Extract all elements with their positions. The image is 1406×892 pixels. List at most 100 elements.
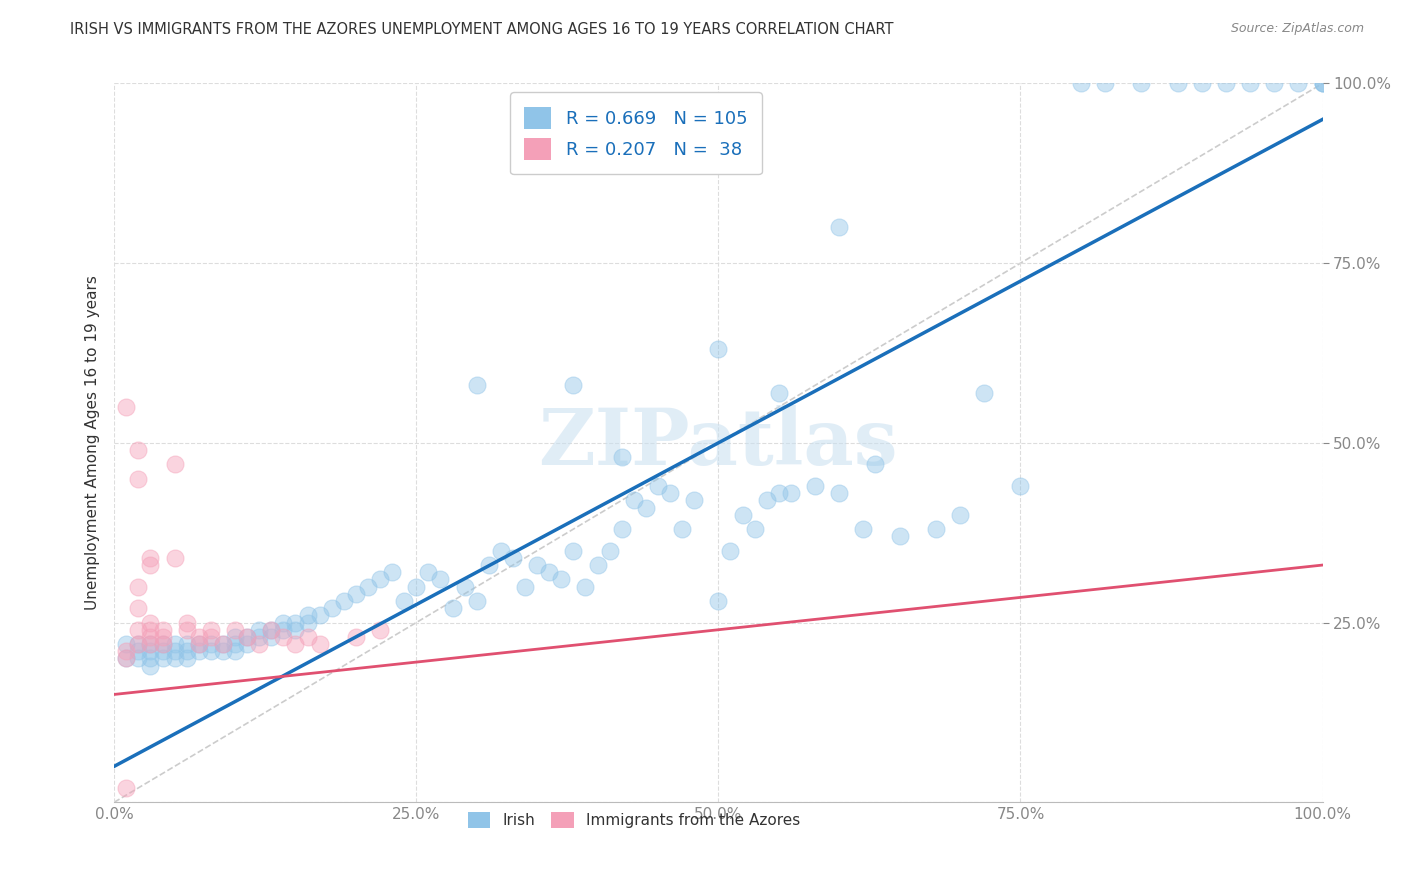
- Point: [127, 644, 149, 658]
- Point: [550, 573, 572, 587]
- Point: [260, 630, 283, 644]
- Point: [297, 615, 319, 630]
- Point: [405, 580, 427, 594]
- Point: [949, 508, 972, 522]
- Point: [224, 637, 246, 651]
- Point: [333, 594, 356, 608]
- Point: [176, 644, 198, 658]
- Point: [273, 615, 295, 630]
- Point: [187, 637, 209, 651]
- Y-axis label: Unemployment Among Ages 16 to 19 years: Unemployment Among Ages 16 to 19 years: [86, 276, 100, 610]
- Point: [139, 630, 162, 644]
- Point: [115, 780, 138, 795]
- Point: [200, 623, 222, 637]
- Text: ZIPatlas: ZIPatlas: [538, 405, 898, 481]
- Point: [176, 623, 198, 637]
- Point: [260, 623, 283, 637]
- Point: [707, 594, 730, 608]
- Point: [610, 450, 633, 465]
- Point: [768, 486, 790, 500]
- Point: [1215, 77, 1237, 91]
- Point: [973, 385, 995, 400]
- Point: [260, 623, 283, 637]
- Point: [707, 343, 730, 357]
- Point: [127, 637, 149, 651]
- Point: [163, 637, 186, 651]
- Point: [127, 651, 149, 665]
- Point: [357, 580, 380, 594]
- Point: [562, 543, 585, 558]
- Point: [127, 443, 149, 458]
- Point: [1239, 77, 1261, 91]
- Point: [368, 623, 391, 637]
- Text: IRISH VS IMMIGRANTS FROM THE AZORES UNEMPLOYMENT AMONG AGES 16 TO 19 YEARS CORRE: IRISH VS IMMIGRANTS FROM THE AZORES UNEM…: [70, 22, 894, 37]
- Point: [115, 400, 138, 414]
- Point: [127, 637, 149, 651]
- Point: [115, 637, 138, 651]
- Point: [489, 543, 512, 558]
- Point: [392, 594, 415, 608]
- Point: [212, 637, 235, 651]
- Point: [465, 378, 488, 392]
- Point: [768, 385, 790, 400]
- Point: [224, 623, 246, 637]
- Text: Source: ZipAtlas.com: Source: ZipAtlas.com: [1230, 22, 1364, 36]
- Point: [163, 644, 186, 658]
- Point: [284, 637, 307, 651]
- Point: [200, 637, 222, 651]
- Point: [139, 637, 162, 651]
- Point: [187, 630, 209, 644]
- Point: [828, 486, 851, 500]
- Point: [502, 550, 524, 565]
- Point: [1167, 77, 1189, 91]
- Point: [1286, 77, 1309, 91]
- Point: [152, 651, 174, 665]
- Point: [247, 637, 270, 651]
- Point: [1312, 77, 1334, 91]
- Point: [284, 623, 307, 637]
- Point: [1070, 77, 1092, 91]
- Point: [1312, 77, 1334, 91]
- Point: [187, 644, 209, 658]
- Point: [139, 651, 162, 665]
- Point: [381, 566, 404, 580]
- Point: [1263, 77, 1285, 91]
- Point: [297, 608, 319, 623]
- Point: [478, 558, 501, 572]
- Point: [1191, 77, 1213, 91]
- Point: [368, 573, 391, 587]
- Point: [465, 594, 488, 608]
- Point: [344, 587, 367, 601]
- Point: [284, 615, 307, 630]
- Point: [513, 580, 536, 594]
- Point: [852, 522, 875, 536]
- Point: [1130, 77, 1153, 91]
- Point: [139, 658, 162, 673]
- Point: [671, 522, 693, 536]
- Point: [200, 644, 222, 658]
- Point: [212, 637, 235, 651]
- Point: [1312, 77, 1334, 91]
- Point: [804, 479, 827, 493]
- Point: [865, 458, 887, 472]
- Point: [610, 522, 633, 536]
- Point: [212, 644, 235, 658]
- Point: [321, 601, 343, 615]
- Point: [115, 651, 138, 665]
- Point: [127, 601, 149, 615]
- Point: [647, 479, 669, 493]
- Point: [127, 623, 149, 637]
- Point: [562, 378, 585, 392]
- Point: [163, 651, 186, 665]
- Point: [1010, 479, 1032, 493]
- Point: [139, 615, 162, 630]
- Point: [1094, 77, 1116, 91]
- Point: [441, 601, 464, 615]
- Point: [200, 630, 222, 644]
- Point: [453, 580, 475, 594]
- Point: [599, 543, 621, 558]
- Point: [659, 486, 682, 500]
- Point: [152, 637, 174, 651]
- Point: [574, 580, 596, 594]
- Point: [187, 637, 209, 651]
